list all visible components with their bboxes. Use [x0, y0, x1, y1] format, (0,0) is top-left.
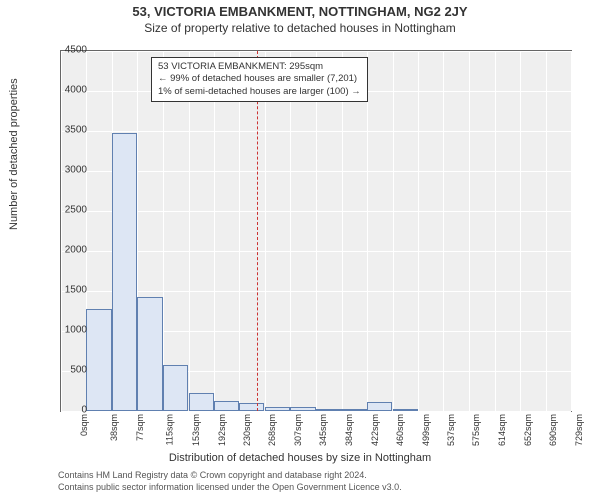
annotation-line1: 53 VICTORIA EMBANKMENT: 295sqm — [158, 61, 361, 73]
x-gridline — [367, 51, 368, 411]
histogram-bar — [86, 309, 111, 411]
x-tick-label: 499sqm — [421, 414, 431, 446]
y-tick-label: 2000 — [47, 245, 87, 256]
histogram-bar — [163, 365, 188, 411]
y-tick-label: 3000 — [47, 165, 87, 176]
chart-title: 53, VICTORIA EMBANKMENT, NOTTINGHAM, NG2… — [0, 4, 600, 19]
x-tick-label: 307sqm — [293, 414, 303, 446]
y-tick-label: 2500 — [47, 205, 87, 216]
y-tick-label: 4500 — [47, 45, 87, 56]
x-gridline — [163, 51, 164, 411]
x-gridline — [495, 51, 496, 411]
histogram-bar — [367, 402, 392, 411]
histogram-bar — [112, 133, 137, 411]
histogram-bar — [316, 409, 341, 411]
histogram-bar — [189, 393, 214, 411]
x-gridline — [214, 51, 215, 411]
x-gridline — [342, 51, 343, 411]
annotation-box: 53 VICTORIA EMBANKMENT: 295sqm ← 99% of … — [151, 57, 368, 102]
x-axis-label: Distribution of detached houses by size … — [0, 452, 600, 464]
x-gridline — [290, 51, 291, 411]
histogram-bar — [137, 297, 162, 411]
credits: Contains HM Land Registry data © Crown c… — [58, 470, 402, 493]
y-tick-label: 3500 — [47, 125, 87, 136]
x-gridline — [546, 51, 547, 411]
x-gridline — [265, 51, 266, 411]
x-gridline — [418, 51, 419, 411]
reference-line — [257, 51, 258, 411]
x-tick-label: 729sqm — [574, 414, 584, 446]
x-tick-label: 115sqm — [165, 414, 175, 445]
x-tick-label: 422sqm — [370, 414, 380, 446]
x-tick-label: 153sqm — [191, 414, 201, 446]
x-tick-label: 192sqm — [217, 414, 227, 446]
annotation-line2: ← 99% of detached houses are smaller (7,… — [158, 73, 361, 85]
x-tick-label: 384sqm — [344, 414, 354, 446]
x-tick-label: 575sqm — [471, 414, 481, 446]
x-gridline — [393, 51, 394, 411]
y-tick-label: 500 — [47, 365, 87, 376]
x-tick-label: 77sqm — [135, 414, 145, 441]
x-gridline — [469, 51, 470, 411]
x-tick-label: 38sqm — [109, 414, 119, 441]
plot-area: 53 VICTORIA EMBANKMENT: 295sqm ← 99% of … — [60, 50, 572, 412]
histogram-bar — [239, 403, 264, 411]
x-tick-label: 614sqm — [497, 414, 507, 446]
chart-subtitle: Size of property relative to detached ho… — [0, 21, 600, 35]
annotation-line3: 1% of semi-detached houses are larger (1… — [158, 86, 361, 98]
y-tick-label: 1000 — [47, 325, 87, 336]
histogram-bar — [393, 409, 418, 411]
x-gridline — [189, 51, 190, 411]
x-gridline — [443, 51, 444, 411]
x-gridline — [571, 51, 572, 411]
y-gridline — [61, 411, 571, 412]
x-tick-label: 652sqm — [523, 414, 533, 446]
credits-line2: Contains public sector information licen… — [58, 482, 402, 494]
histogram-bar — [214, 401, 239, 411]
x-tick-label: 230sqm — [242, 414, 252, 446]
x-tick-label: 0sqm — [79, 414, 89, 436]
x-tick-label: 345sqm — [318, 414, 328, 446]
histogram-bar — [342, 409, 367, 411]
x-tick-label: 690sqm — [548, 414, 558, 446]
histogram-bar — [290, 407, 315, 411]
y-tick-label: 4000 — [47, 85, 87, 96]
x-tick-label: 537sqm — [446, 414, 456, 446]
y-tick-label: 1500 — [47, 285, 87, 296]
x-gridline — [316, 51, 317, 411]
x-tick-label: 460sqm — [395, 414, 405, 446]
x-gridline — [520, 51, 521, 411]
y-axis-label: Number of detached properties — [8, 78, 20, 230]
x-gridline — [61, 51, 62, 411]
x-tick-label: 268sqm — [267, 414, 277, 446]
x-gridline — [239, 51, 240, 411]
credits-line1: Contains HM Land Registry data © Crown c… — [58, 470, 402, 482]
histogram-bar — [265, 407, 290, 411]
